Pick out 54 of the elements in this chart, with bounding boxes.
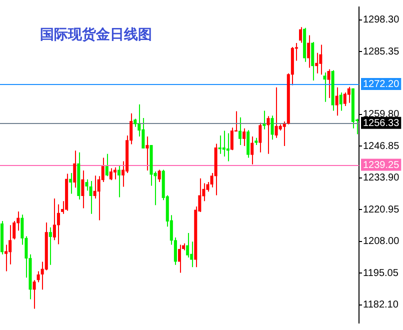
- candlestick: [117, 164, 121, 198]
- ref-line-label: 1256.33: [363, 118, 400, 130]
- candlestick: [89, 180, 92, 214]
- y-tick-label: 1246.85: [363, 140, 400, 152]
- candlestick: [262, 110, 266, 130]
- candlestick: [282, 120, 286, 146]
- candlestick: [319, 44, 322, 76]
- y-tick-label: 1285.35: [363, 46, 400, 58]
- candlestick: [343, 92, 346, 107]
- candlestick: [109, 168, 112, 181]
- candlestick: [274, 86, 278, 138]
- candlestick: [270, 115, 274, 140]
- y-tick-label: 1208.00: [363, 236, 400, 248]
- y-tick-label: 1220.95: [363, 204, 400, 216]
- candlestick: [178, 244, 182, 274]
- candlestick: [311, 42, 314, 82]
- y-tick-label: 1298.30: [363, 14, 400, 26]
- ref-line-label: 1239.25: [363, 160, 400, 172]
- candlestick: [56, 204, 60, 245]
- candlestick: [258, 122, 262, 153]
- text: 国际现货金日线图: [40, 26, 152, 44]
- candlestick: [73, 150, 76, 188]
- candlestick: [158, 169, 161, 183]
- candlestick: [146, 136, 149, 172]
- candlestick: [347, 86, 350, 104]
- candlestick: [113, 166, 116, 180]
- candlestick: [32, 280, 36, 310]
- candlestick: [307, 34, 310, 68]
- y-tick-label: 1195.05: [363, 268, 399, 279]
- candlestick: [246, 130, 250, 158]
- candlestick: [93, 175, 96, 199]
- candlestick: [299, 26, 302, 44]
- candlestick: [105, 153, 108, 177]
- candlestick: [36, 270, 40, 283]
- candlestick: [242, 128, 246, 146]
- candlestick: [52, 198, 56, 241]
- y-tick-label: 1259.80: [363, 109, 400, 120]
- ref-line-label: 1272.20: [363, 79, 400, 90]
- candlestick: [230, 127, 234, 151]
- candlestick: [266, 116, 270, 154]
- candlestick: [238, 116, 242, 146]
- candlestick: [186, 232, 190, 258]
- candlestick: [335, 86, 338, 116]
- candlestick: [339, 92, 342, 112]
- y-tick-label: 1233.90: [363, 172, 400, 184]
- candlestick: [4, 244, 8, 272]
- candlestick: [69, 172, 72, 194]
- candlestick: [81, 170, 84, 209]
- candlestick: [48, 226, 52, 266]
- candlestick: [315, 52, 318, 74]
- candlestick: [250, 136, 254, 165]
- candlestick: [323, 72, 326, 102]
- candlestick: [327, 68, 330, 98]
- y-tick-label: 1182.10: [363, 300, 399, 311]
